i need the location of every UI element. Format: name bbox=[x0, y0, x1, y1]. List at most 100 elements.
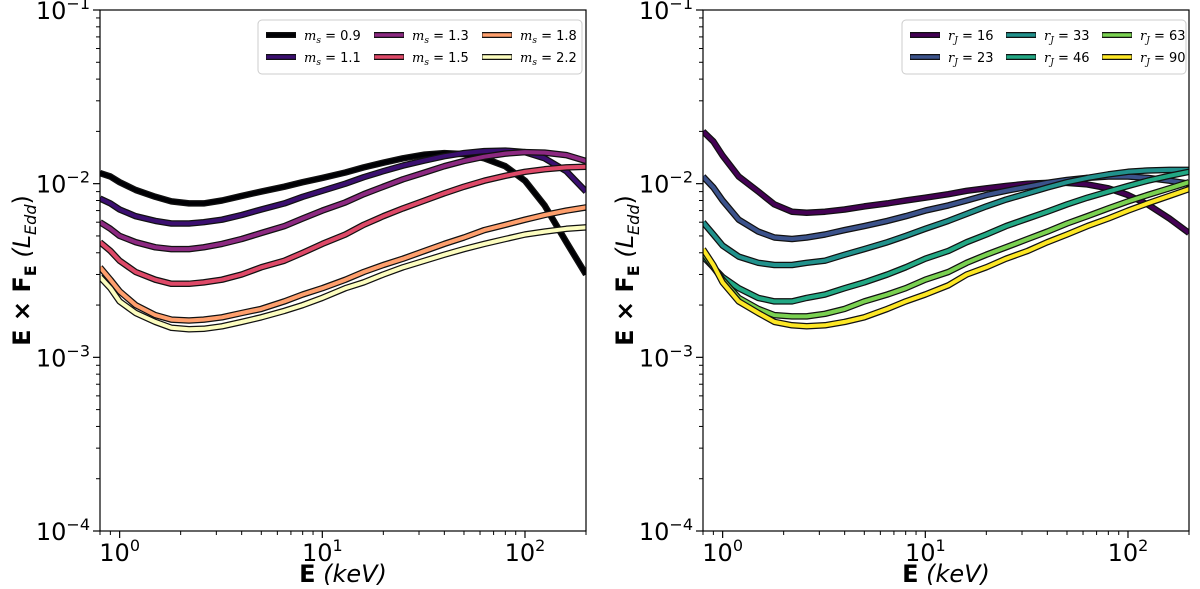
y-tick-exponent: −3 bbox=[669, 341, 693, 360]
x-axis-label: E (keV) bbox=[299, 560, 387, 588]
y-tick-exponent: −1 bbox=[66, 0, 90, 13]
legend-value: 2.2 bbox=[556, 51, 577, 66]
y-axis-label: E × FE (LEdd) bbox=[8, 195, 40, 346]
legend-value: 1.5 bbox=[448, 51, 469, 66]
x-tick-base: 10 bbox=[302, 539, 333, 567]
x-tick-exponent: 2 bbox=[1138, 536, 1148, 555]
y-axis-label-close: ) bbox=[611, 195, 639, 204]
x-tick-base: 10 bbox=[905, 539, 936, 567]
legend-sub: s bbox=[316, 58, 321, 68]
series-line-3 bbox=[703, 167, 1189, 267]
legend-var: m bbox=[304, 51, 316, 66]
legend-value: 23 bbox=[977, 51, 994, 66]
y-tick-label: 10−2 bbox=[639, 168, 693, 199]
legend-entry-1: rJ = 16 bbox=[948, 29, 994, 46]
legend-value: 16 bbox=[977, 29, 994, 44]
legend-var: r bbox=[948, 51, 955, 66]
y-tick-label: 10−1 bbox=[36, 0, 90, 25]
x-axis-label-unit: (keV) bbox=[926, 560, 990, 588]
y-tick-label: 10−3 bbox=[639, 341, 693, 372]
y-tick-base: 10 bbox=[36, 518, 67, 546]
series-line-1 bbox=[703, 129, 1189, 235]
series-line-4 bbox=[703, 169, 1189, 304]
legend-value: 0.9 bbox=[340, 29, 361, 44]
legend-sub: J bbox=[952, 58, 959, 68]
x-axis-label: E (keV) bbox=[902, 560, 990, 588]
legend-sub: J bbox=[1048, 58, 1055, 68]
plot-frame bbox=[702, 9, 1190, 532]
x-tick-exponent: 0 bbox=[130, 536, 140, 555]
y-tick-base: 10 bbox=[36, 344, 67, 372]
legend-entry-6: ms = 2.2 bbox=[520, 51, 577, 68]
series-line-3 bbox=[100, 150, 586, 252]
legend-value: 46 bbox=[1073, 51, 1090, 66]
x-axis-label-var: E bbox=[299, 560, 315, 588]
x-axis-label-unit: (keV) bbox=[323, 560, 387, 588]
legend-var: r bbox=[1140, 51, 1147, 66]
legend-value: 90 bbox=[1169, 51, 1186, 66]
x-axis-label-var: E bbox=[902, 560, 918, 588]
y-tick-label: 10−4 bbox=[639, 515, 693, 546]
x-tick-base: 10 bbox=[505, 539, 536, 567]
y-tick-exponent: −3 bbox=[66, 341, 90, 360]
legend-entry-5: rJ = 63 bbox=[1140, 29, 1186, 46]
y-tick-label: 10−3 bbox=[36, 341, 90, 372]
y-tick-label: 10−2 bbox=[36, 168, 90, 199]
legend-value: 1.8 bbox=[556, 29, 577, 44]
y-axis-label-unit: (L bbox=[8, 235, 36, 258]
series-line-2 bbox=[100, 148, 586, 226]
legend-sub: J bbox=[1144, 58, 1151, 68]
x-tick-base: 10 bbox=[99, 539, 130, 567]
y-tick-base: 10 bbox=[639, 344, 670, 372]
x-tick-label: 102 bbox=[1108, 536, 1149, 567]
y-tick-base: 10 bbox=[36, 0, 67, 25]
series-line-1 bbox=[100, 151, 586, 276]
legend-entry-4: ms = 1.5 bbox=[412, 51, 469, 68]
legend-entry-3: ms = 1.3 bbox=[412, 29, 469, 46]
legend-value: 63 bbox=[1169, 29, 1186, 44]
x-tick-exponent: 1 bbox=[332, 536, 342, 555]
series-line-5 bbox=[100, 205, 586, 323]
legend-var: r bbox=[948, 29, 955, 44]
x-tick-base: 10 bbox=[1108, 539, 1139, 567]
x-tick-exponent: 0 bbox=[733, 536, 743, 555]
legend-var: m bbox=[412, 51, 424, 66]
y-tick-base: 10 bbox=[639, 0, 670, 25]
legend-entry-2: ms = 1.1 bbox=[304, 51, 361, 68]
legend-var: m bbox=[520, 29, 532, 44]
legend-entry-3: rJ = 33 bbox=[1044, 29, 1090, 46]
legend: rJ = 16 rJ = 23 rJ = 33 rJ = 46 rJ = 63 rJ = … bbox=[901, 19, 1187, 75]
legend-sub: s bbox=[532, 58, 537, 68]
series-outline-6 bbox=[703, 186, 1189, 330]
legend-sub: s bbox=[424, 36, 429, 46]
x-tick-label: 102 bbox=[505, 536, 546, 567]
x-tick-label: 100 bbox=[702, 536, 743, 567]
legend-value: 1.1 bbox=[340, 51, 361, 66]
legend-entry-4: rJ = 46 bbox=[1044, 51, 1090, 68]
y-tick-label: 10−1 bbox=[639, 0, 693, 25]
y-axis-label: E × FE (LEdd) bbox=[611, 195, 643, 346]
y-axis-label-unit-sub: Edd bbox=[624, 204, 643, 235]
legend-entry-6: rJ = 90 bbox=[1140, 51, 1186, 68]
legend-entry-1: ms = 0.9 bbox=[304, 29, 361, 46]
series-group bbox=[100, 147, 586, 333]
y-axis-label-var: E × F bbox=[8, 276, 36, 346]
plot-frame bbox=[99, 9, 587, 532]
legend-var: m bbox=[412, 29, 424, 44]
legend: ms = 0.9 ms = 1.1 ms = 1.3 ms = 1.5 ms = 1.8… bbox=[257, 19, 583, 75]
y-tick-exponent: −2 bbox=[669, 168, 693, 187]
legend-sub: s bbox=[532, 36, 537, 46]
legend-sub: J bbox=[952, 36, 959, 46]
series-group bbox=[703, 129, 1189, 330]
legend-entry-2: rJ = 23 bbox=[948, 51, 994, 68]
x-tick-label: 101 bbox=[302, 536, 343, 567]
y-tick-exponent: −1 bbox=[669, 0, 693, 13]
legend-var: r bbox=[1044, 29, 1051, 44]
legend-entry-5: ms = 1.8 bbox=[520, 29, 577, 46]
x-tick-exponent: 1 bbox=[935, 536, 945, 555]
legend-value: 1.3 bbox=[448, 29, 469, 44]
x-tick-label: 100 bbox=[99, 536, 140, 567]
legend-sub: s bbox=[424, 58, 429, 68]
